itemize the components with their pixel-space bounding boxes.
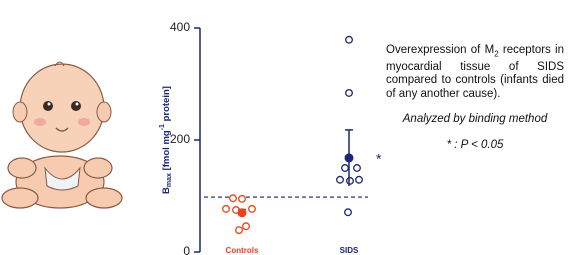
data-point (345, 209, 352, 216)
data-point (337, 176, 344, 183)
y-label-part: max (166, 173, 173, 187)
data-point (243, 223, 250, 230)
data-point (354, 165, 361, 172)
data-point (347, 178, 354, 185)
y-tick-label: 400 (170, 20, 190, 34)
baby-illustration (2, 62, 122, 208)
significance-marker: * (376, 151, 382, 167)
y-tick-label: 0 (183, 244, 190, 255)
note-method: Analyzed by binding method (386, 113, 564, 127)
y-label-part: protein] (161, 86, 172, 124)
data-point (230, 195, 237, 202)
y-tick-label: 200 (170, 132, 190, 146)
data-point (342, 165, 349, 172)
data-point (236, 227, 243, 234)
x-tick-label: SIDS (340, 246, 359, 255)
note-text: Overexpression of M (386, 44, 494, 56)
data-point (239, 196, 246, 203)
mean-point (345, 153, 354, 162)
note: Overexpression of M2 receptors in myocar… (386, 44, 564, 164)
slide: Bmax [fmol mg-1 protein] 0200400Controls… (0, 0, 571, 255)
data-point (356, 176, 363, 183)
data-point (223, 206, 230, 213)
note-significance: * : P < 0.05 (386, 139, 564, 153)
note-paragraph: Overexpression of M2 receptors in myocar… (386, 44, 564, 101)
data-point (249, 206, 256, 213)
mean-point (238, 208, 247, 217)
data-point (346, 90, 353, 97)
data-point (346, 36, 353, 43)
x-tick-label: Controls (226, 246, 259, 255)
